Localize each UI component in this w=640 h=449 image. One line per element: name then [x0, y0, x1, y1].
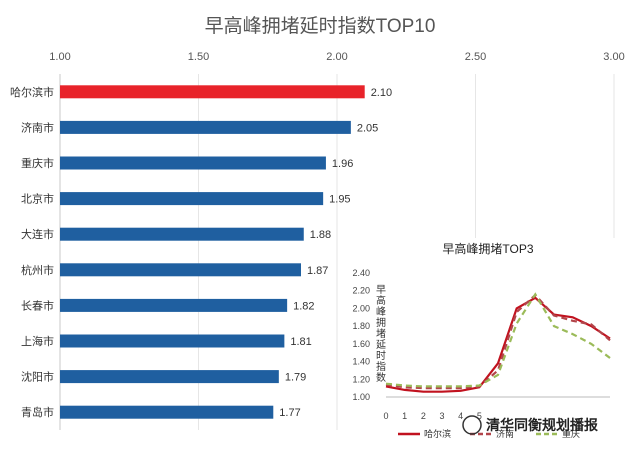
data-label: 1.79 — [285, 372, 306, 384]
x-tick-label: 2.50 — [465, 51, 486, 63]
category-label: 哈尔滨市 — [10, 85, 54, 99]
bar — [60, 120, 351, 134]
bar — [60, 334, 285, 348]
data-label: 1.87 — [307, 265, 328, 277]
bar — [60, 298, 288, 312]
category-label: 青岛市 — [21, 405, 54, 419]
legend-label: 哈尔滨 — [424, 428, 451, 439]
data-label: 1.77 — [279, 407, 300, 419]
inset-y-tick-label: 1.80 — [352, 321, 370, 331]
category-label: 大连市 — [21, 227, 54, 241]
bar — [60, 85, 365, 99]
x-tick-label: 3.00 — [603, 51, 624, 63]
x-tick-label: 1.00 — [49, 51, 70, 63]
inset-y-tick-label: 2.40 — [352, 268, 370, 278]
x-tick-label: 2.00 — [326, 51, 347, 63]
category-label: 济南市 — [21, 120, 54, 134]
wechat-icon — [462, 415, 482, 435]
category-label: 长春市 — [21, 298, 54, 312]
data-label: 1.82 — [293, 300, 314, 312]
series-line — [385, 292, 611, 388]
data-label: 1.95 — [329, 194, 350, 206]
legend-label: 济南 — [496, 428, 514, 439]
inset-x-tick-label: 3 — [439, 411, 444, 421]
inset-x-tick-label: 1 — [402, 411, 407, 421]
bar — [60, 192, 324, 206]
bar — [60, 263, 301, 277]
inset-background — [356, 238, 626, 438]
x-tick-label: 1.50 — [188, 51, 209, 63]
category-label: 上海市 — [21, 334, 54, 348]
inset-y-tick-label: 1.40 — [352, 357, 370, 367]
data-label: 1.81 — [290, 336, 311, 348]
inset-y-tick-label: 1.00 — [352, 392, 370, 402]
category-label: 北京市 — [21, 192, 54, 206]
inset-y-tick-label: 2.00 — [352, 303, 370, 313]
inset-y-tick-label: 1.20 — [352, 374, 370, 384]
data-label: 1.88 — [310, 229, 331, 241]
inset-y-tick-label: 1.60 — [352, 339, 370, 349]
inset-x-tick-label: 5 — [477, 411, 482, 421]
inset-x-tick-label: 2 — [421, 411, 426, 421]
legend-label: 重庆 — [562, 428, 580, 439]
bar — [60, 156, 326, 170]
watermark: 清华同衡规划播报 — [462, 415, 598, 435]
category-label: 沈阳市 — [21, 370, 54, 384]
data-label: 2.10 — [371, 87, 392, 99]
category-label: 杭州市 — [21, 263, 54, 277]
bar — [60, 227, 304, 241]
inset-x-tick-label: 0 — [383, 411, 388, 421]
inset-chart-title: 早高峰拥堵TOP3 — [442, 241, 533, 256]
series-line — [385, 293, 611, 390]
chart-title: 早高峰拥堵延时指数TOP10 — [205, 15, 436, 37]
bar — [60, 370, 279, 384]
watermark-text: 清华同衡规划播报 — [486, 417, 598, 433]
inset-x-tick-label: 4 — [458, 411, 463, 421]
top10-bar-chart: 1.00 1.50 2.00 2.50 3.00 哈尔滨市 2.10 济南市 2.05 重庆市 1.… — [10, 51, 625, 430]
data-label: 1.96 — [332, 158, 353, 170]
inset-y-tick-label: 2.20 — [352, 286, 370, 296]
bar — [60, 405, 274, 419]
top3-line-chart: 早高峰拥堵TOP3 1.00 1.20 1.40 1.60 1.80 2.00 2.20 2.4… — [352, 238, 626, 439]
category-label: 重庆市 — [21, 156, 54, 170]
series-line — [385, 296, 611, 393]
inset-y-axis-label: 早高峰拥堵延时指数 — [376, 284, 386, 384]
data-label: 2.05 — [357, 122, 378, 134]
